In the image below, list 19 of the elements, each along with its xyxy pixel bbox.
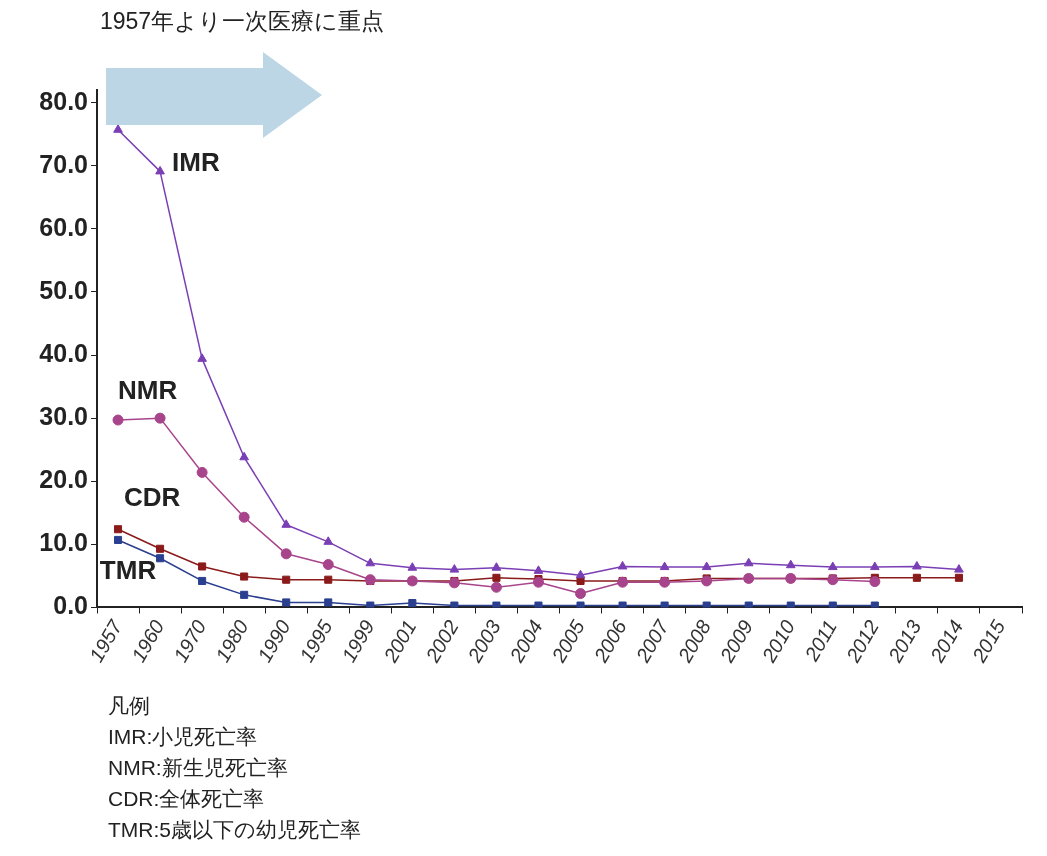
y-tick-label: 70.0 (39, 149, 88, 178)
text: 凡例 (108, 693, 151, 719)
y-tick-label: 50.0 (39, 275, 88, 304)
y-tick-label: 30.0 (39, 402, 88, 431)
series-label: CDR (124, 482, 181, 513)
y-tick-label: 60.0 (39, 212, 88, 241)
text: TMR:5歳以下の幼児死亡率 (108, 817, 361, 843)
text: CDR:全体死亡率 (108, 786, 266, 812)
text: IMR:小児死亡率 (108, 724, 259, 750)
y-tick-label: 10.0 (39, 528, 88, 557)
series-label: NMR (118, 375, 178, 406)
y-tick-label: 20.0 (39, 465, 88, 494)
text: NMR:新生児死亡率 (108, 755, 289, 781)
y-tick-label: 40.0 (39, 338, 88, 367)
series-label: IMR (172, 146, 220, 177)
series-label: TMR (99, 555, 157, 586)
y-tick-label: 0.0 (53, 591, 88, 620)
y-tick-label: 80.0 (39, 86, 88, 115)
chart-title: 1957年より一次医療に重点 (100, 7, 385, 36)
